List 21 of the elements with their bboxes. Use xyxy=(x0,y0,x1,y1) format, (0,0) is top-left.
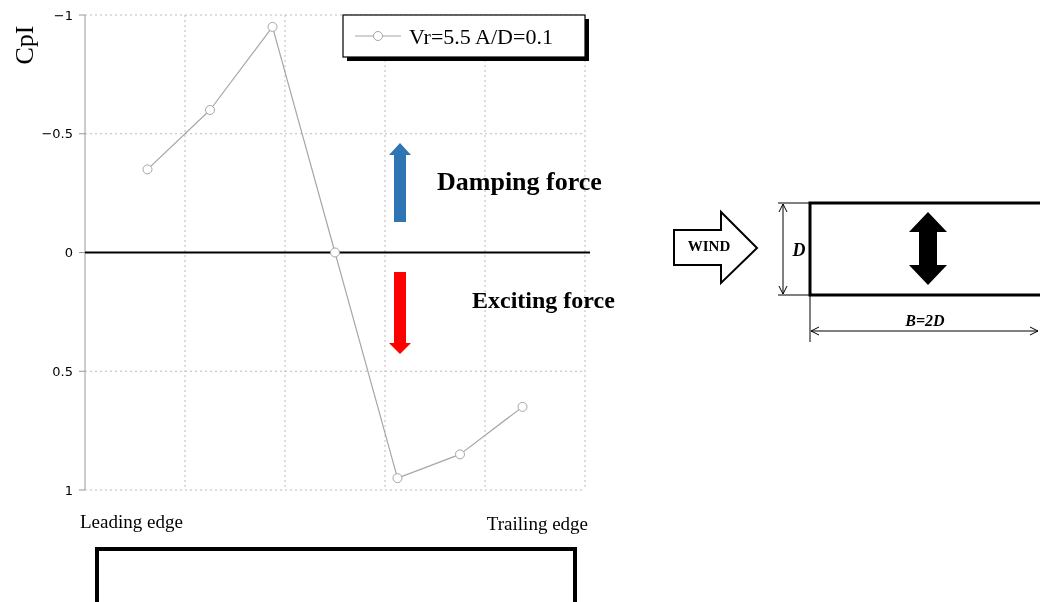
text: D xyxy=(791,240,806,260)
text: B=2D xyxy=(904,312,946,329)
legend-label: Vr=5.5 A/D=0.1 xyxy=(409,24,553,49)
y-tick-label: 0 xyxy=(64,245,73,261)
point xyxy=(267,21,278,32)
point xyxy=(142,164,153,175)
y-axis-title: CpI xyxy=(10,25,39,65)
point xyxy=(392,473,403,484)
text: Trailing edge xyxy=(486,513,588,534)
y-tick-label: −0.5 xyxy=(41,126,73,142)
point xyxy=(517,401,528,412)
text: WIND xyxy=(687,238,731,254)
y-tick-label: 0.5 xyxy=(52,363,73,379)
point xyxy=(330,247,340,258)
y-tick-label: 1 xyxy=(64,482,73,498)
point xyxy=(455,449,465,460)
text: Leading edge xyxy=(80,511,183,532)
y-tick-label: −1 xyxy=(53,7,73,23)
annotation: Damping force xyxy=(437,167,602,196)
annotation: Exciting force xyxy=(472,287,616,313)
point xyxy=(205,105,215,115)
